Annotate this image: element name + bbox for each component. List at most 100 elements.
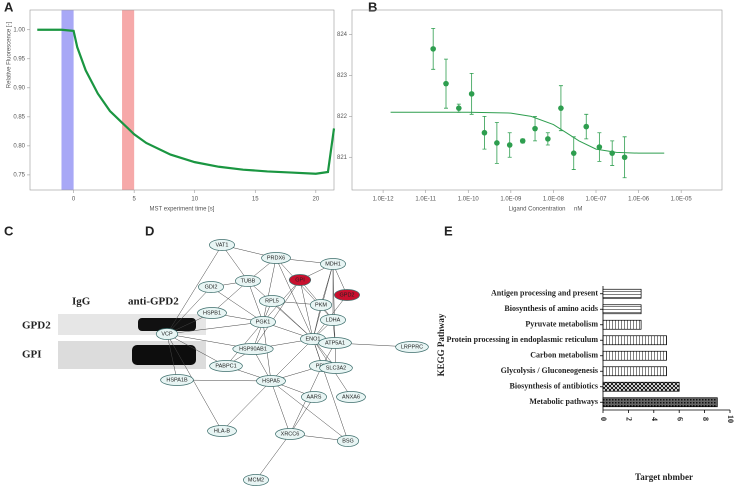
data-point	[621, 154, 628, 161]
x-tick-label: 1.0E-09	[500, 197, 522, 203]
network-edge	[210, 286, 264, 323]
blot-image	[58, 314, 206, 369]
network-node	[256, 375, 286, 387]
node-label: XRCC6	[281, 431, 300, 437]
network-edge	[289, 396, 315, 435]
x-tick-label: 8	[701, 417, 710, 421]
network-node	[301, 391, 327, 403]
y-tick-label: Pyruvate metabolism	[525, 320, 598, 329]
node-label: HLA-B	[214, 428, 231, 434]
node-label: GPI	[295, 277, 305, 283]
data-point	[583, 123, 590, 130]
network-node	[235, 275, 261, 287]
network-node	[261, 252, 291, 264]
network-edge	[221, 244, 249, 282]
x-tick-label: 1.0E-11	[415, 197, 436, 203]
network-node	[198, 281, 224, 293]
y-tick-label: 0.95	[13, 56, 25, 62]
network-node	[288, 274, 312, 286]
data-point	[570, 150, 577, 156]
network-node	[318, 337, 352, 349]
network-node	[395, 341, 429, 353]
bar	[602, 381, 680, 392]
data-point	[545, 136, 551, 142]
node-label: HSPA1B	[166, 377, 188, 383]
x-tick-label: 1.0E-05	[671, 197, 693, 203]
x-axis-label: MST experiment time [s]	[150, 207, 215, 213]
blot-row-label: GPD2	[22, 320, 51, 332]
network-node	[309, 299, 333, 311]
data-point	[506, 142, 513, 148]
network-node	[319, 362, 353, 374]
node-label: ENO1	[306, 336, 321, 342]
data-point	[596, 144, 603, 150]
network-node	[259, 295, 285, 307]
plot-frame	[351, 9, 723, 191]
y-tick-label: 823	[337, 73, 348, 79]
x-tick-label: 0	[599, 417, 608, 421]
y-tick-label: Metabolic pathways	[529, 397, 598, 406]
x-tick-label: 6	[675, 417, 684, 421]
data-point	[443, 80, 449, 87]
data-point	[468, 91, 475, 97]
network-node	[275, 428, 305, 440]
node-label: BSG	[342, 438, 354, 444]
network-edge	[166, 333, 227, 367]
panel-label: D	[145, 223, 154, 238]
node-label: HSP90AB1	[239, 346, 267, 352]
highlight-band	[61, 10, 74, 190]
plot-frame	[29, 9, 335, 191]
x-tick-label: 4	[650, 417, 659, 421]
network-edge	[166, 244, 223, 335]
node-label: MDH1	[325, 261, 341, 267]
network-node	[207, 425, 237, 437]
x-tick-label: 1.0E-12	[373, 197, 395, 203]
network-edge	[332, 263, 336, 344]
x-tick-label: 1.0E-06	[628, 197, 650, 203]
data-line	[37, 28, 336, 175]
blot-row-label: GPI	[22, 349, 42, 361]
y-tick-label: Glycolysis / Gluconeogenesis	[501, 366, 598, 375]
network-node	[160, 374, 194, 386]
node-label: AARS	[307, 394, 322, 400]
data-point	[558, 105, 564, 111]
y-tick-label: Antigen processing and present	[491, 289, 598, 298]
x-tick-label: 1.0E-10	[458, 197, 480, 203]
x-tick-label: 1.0E-08	[543, 197, 565, 203]
network-edge	[252, 279, 301, 350]
node-label: SLC3A2	[326, 365, 347, 371]
x-tick-label: 5	[132, 197, 136, 203]
network-node	[250, 316, 276, 328]
bar	[602, 366, 667, 377]
data-point	[532, 125, 538, 132]
x-tick-label: 20	[312, 197, 319, 203]
y-tick-label: Biosynthesis of antibiotics	[510, 382, 598, 391]
node-label: LDHA	[326, 317, 341, 323]
bar	[602, 335, 667, 346]
y-tick-label: 821	[337, 155, 348, 161]
y-tick-label: 0.90	[13, 85, 25, 91]
node-label: PRDX6	[267, 255, 285, 261]
x-tick-label: 15	[252, 197, 259, 203]
node-label: HSPA5	[262, 378, 280, 384]
panel-label: A	[4, 0, 14, 14]
network-node	[197, 307, 227, 319]
x-axis-label: Ligand Concentration	[508, 207, 565, 213]
y-tick-label: 1.00	[13, 27, 25, 33]
node-label: GDI2	[205, 284, 218, 290]
y-tick-label: 0.75	[13, 172, 25, 178]
network-node	[209, 360, 243, 372]
bar	[602, 304, 642, 315]
x-tick-label: 10	[726, 415, 735, 423]
data-point	[519, 138, 526, 144]
node-label: TUBB	[241, 278, 256, 284]
network-edge	[166, 333, 178, 381]
panel-label: E	[444, 223, 453, 238]
fit-curve	[390, 111, 665, 154]
x-axis-unit: nM	[574, 207, 582, 213]
panel-label: C	[4, 223, 14, 238]
node-label: VCP	[161, 331, 173, 337]
network-edge	[255, 433, 291, 481]
blot-column-label: IgG	[72, 296, 91, 308]
